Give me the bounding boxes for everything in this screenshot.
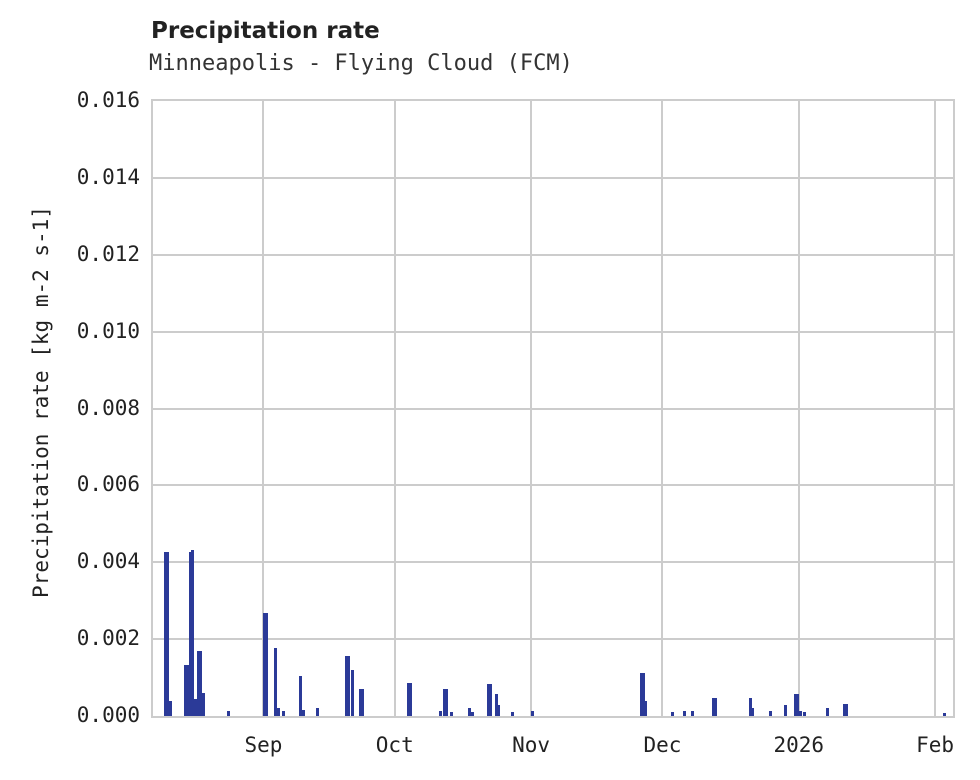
bar bbox=[691, 711, 695, 716]
bar bbox=[347, 655, 350, 716]
x-axis-tick-label: Nov bbox=[512, 733, 551, 757]
bar bbox=[793, 694, 797, 716]
gridline-horizontal bbox=[153, 176, 953, 179]
bar bbox=[769, 711, 772, 716]
chart-subtitle: Minneapolis - Flying Cloud (FCM) bbox=[149, 51, 573, 76]
bar bbox=[226, 711, 230, 716]
bar bbox=[361, 689, 364, 716]
bar bbox=[316, 707, 320, 716]
gridline-vertical bbox=[393, 101, 396, 716]
bar bbox=[530, 711, 534, 716]
bar bbox=[714, 698, 718, 716]
bar bbox=[670, 712, 674, 716]
bar bbox=[190, 549, 194, 716]
bar bbox=[345, 655, 348, 716]
bar bbox=[277, 707, 281, 716]
bar bbox=[489, 684, 493, 716]
bar bbox=[163, 552, 167, 716]
bar bbox=[408, 682, 412, 716]
bar bbox=[825, 707, 829, 716]
bar bbox=[844, 704, 848, 716]
bar bbox=[198, 650, 202, 716]
gridline-vertical bbox=[262, 101, 265, 716]
gridline-vertical bbox=[530, 101, 533, 716]
bar bbox=[751, 708, 754, 716]
bar bbox=[640, 672, 644, 716]
bar bbox=[712, 698, 716, 716]
y-axis-tick-label: 0.008 bbox=[76, 395, 140, 420]
x-axis-tick-label: Dec bbox=[643, 733, 682, 757]
bar bbox=[842, 704, 846, 716]
x-axis-tick-label: Feb bbox=[916, 733, 955, 757]
bar bbox=[798, 711, 802, 716]
bar bbox=[682, 711, 686, 716]
bar bbox=[803, 712, 807, 716]
bar bbox=[406, 682, 410, 716]
bar bbox=[942, 712, 946, 716]
x-axis-tick-label: 2026 bbox=[773, 733, 825, 757]
bar bbox=[644, 700, 648, 716]
gridline-horizontal bbox=[153, 330, 953, 333]
gridline-horizontal bbox=[153, 638, 953, 641]
gridline-vertical bbox=[797, 101, 800, 716]
y-axis-label: Precipitation rate [kg m-2 s-1] bbox=[29, 206, 53, 598]
bar bbox=[201, 692, 205, 716]
bar bbox=[495, 694, 499, 716]
bar bbox=[511, 712, 515, 716]
y-axis-tick-label: 0.012 bbox=[76, 241, 140, 266]
y-axis-tick-label: 0.016 bbox=[76, 88, 140, 112]
bar bbox=[282, 711, 286, 716]
bar bbox=[302, 709, 306, 716]
bar bbox=[642, 672, 646, 716]
bar bbox=[185, 664, 189, 716]
y-axis-tick-label: 0.014 bbox=[76, 164, 140, 189]
bar bbox=[196, 650, 200, 716]
bar bbox=[188, 552, 192, 716]
gridline-horizontal bbox=[153, 484, 953, 487]
bar bbox=[274, 647, 278, 716]
bar bbox=[193, 699, 197, 716]
page-title: Precipitation rate bbox=[151, 18, 380, 44]
y-axis-tick-label: 0.000 bbox=[76, 703, 140, 727]
bar bbox=[749, 697, 752, 716]
bar bbox=[471, 712, 475, 716]
gridline-horizontal bbox=[153, 561, 953, 564]
bar bbox=[265, 613, 269, 716]
bar bbox=[784, 705, 788, 716]
x-axis-tick-label: Oct bbox=[375, 733, 414, 757]
bar bbox=[439, 711, 443, 716]
bar bbox=[468, 708, 472, 716]
gridline-horizontal bbox=[153, 253, 953, 256]
x-axis-tick-label: Sep bbox=[244, 733, 283, 757]
bar bbox=[359, 689, 362, 716]
y-axis-tick-label: 0.010 bbox=[76, 318, 140, 343]
bar bbox=[450, 712, 454, 716]
bar bbox=[165, 552, 169, 716]
gridline-vertical bbox=[661, 101, 664, 716]
bar bbox=[443, 689, 447, 716]
y-axis-tick-label: 0.002 bbox=[76, 626, 140, 651]
bar bbox=[263, 613, 267, 716]
y-axis-tick-label: 0.004 bbox=[76, 549, 140, 574]
bar bbox=[497, 705, 501, 716]
bar bbox=[351, 669, 354, 716]
gridline-horizontal bbox=[153, 407, 953, 410]
bar bbox=[445, 689, 449, 716]
bar bbox=[299, 676, 303, 716]
bar bbox=[487, 684, 491, 716]
y-axis-tick-label: 0.006 bbox=[76, 472, 140, 497]
plot-area bbox=[151, 99, 955, 718]
y-axis-tick-labels: 0.000 0.002 0.004 0.006 0.008 0.010 0.012 0.014… bbox=[0, 0, 140, 780]
bar bbox=[168, 700, 172, 716]
gridline-vertical bbox=[934, 101, 937, 716]
bar bbox=[795, 694, 799, 716]
bar bbox=[183, 664, 187, 716]
bar-series-precipitation-rate bbox=[153, 101, 953, 716]
